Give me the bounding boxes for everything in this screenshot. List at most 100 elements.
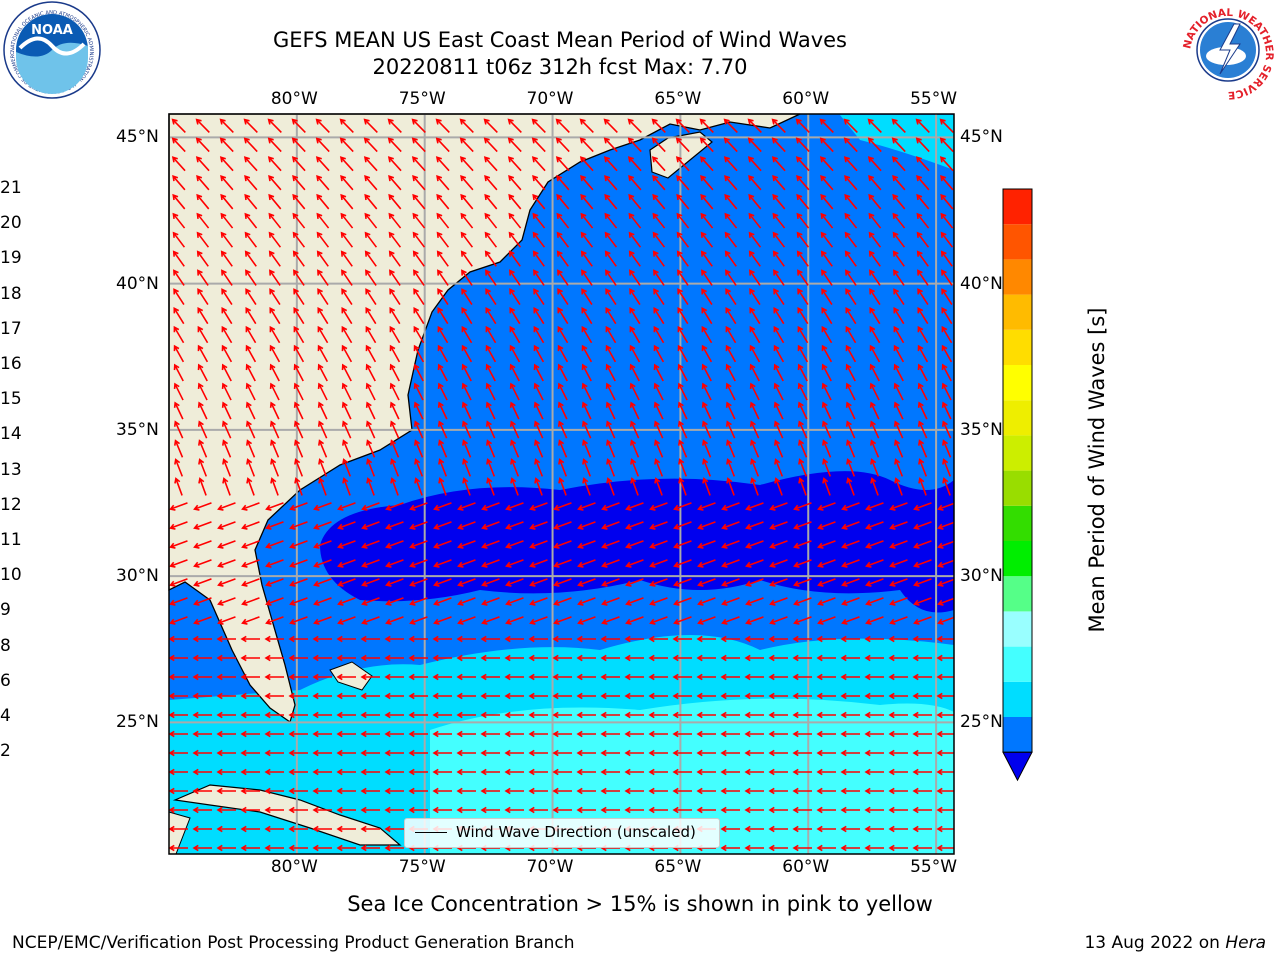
wave-direction-arrow xyxy=(937,521,954,530)
wave-direction-arrow xyxy=(169,559,188,568)
wave-direction-arrow xyxy=(413,288,425,305)
wave-direction-arrow xyxy=(912,806,932,814)
wave-direction-arrow xyxy=(916,250,929,267)
wave-direction-arrow xyxy=(749,382,760,401)
wave-direction-arrow xyxy=(629,307,641,325)
wave-direction-arrow xyxy=(485,382,496,401)
wave-direction-arrow xyxy=(412,212,426,229)
wave-direction-arrow xyxy=(553,616,572,625)
wave-direction-arrow xyxy=(485,288,497,305)
wave-direction-arrow xyxy=(435,156,450,172)
wave-direction-arrow xyxy=(360,787,380,795)
wave-direction-arrow xyxy=(912,844,932,852)
wave-direction-arrow xyxy=(793,578,812,587)
wave-direction-arrow xyxy=(216,654,236,662)
wave-direction-arrow xyxy=(192,806,212,814)
wave-direction-arrow xyxy=(461,401,472,420)
wave-direction-arrow xyxy=(744,635,764,643)
wave-direction-arrow xyxy=(893,307,905,325)
sea-ice-note: Sea Ice Concentration > 15% is shown in … xyxy=(347,892,933,916)
wave-direction-arrow xyxy=(173,344,185,363)
wave-direction-arrow xyxy=(864,654,884,662)
wave-direction-arrow xyxy=(553,521,572,530)
wave-direction-arrow xyxy=(293,420,304,439)
colorbar-segment xyxy=(1003,365,1032,401)
lon-tick-label-bottom: 80°W xyxy=(270,857,318,877)
wave-direction-arrow xyxy=(413,420,424,439)
wave-direction-arrow xyxy=(265,597,284,606)
wave-direction-arrow xyxy=(749,269,761,286)
wave-direction-arrow xyxy=(648,711,668,719)
wave-direction-arrow xyxy=(462,439,472,458)
wave-direction-arrow xyxy=(508,193,522,210)
wave-direction-arrow xyxy=(336,730,356,738)
wave-direction-arrow xyxy=(864,825,884,833)
wave-direction-arrow xyxy=(894,439,904,458)
wave-direction-arrow xyxy=(892,193,906,210)
wave-direction-arrow xyxy=(817,521,836,530)
wave-direction-arrow xyxy=(769,502,788,511)
wave-direction-arrow xyxy=(341,307,353,325)
wave-direction-arrow xyxy=(864,730,884,738)
wave-direction-arrow xyxy=(865,616,884,625)
wave-direction-arrow xyxy=(893,363,904,382)
wave-direction-arrow xyxy=(361,559,380,568)
wave-direction-arrow xyxy=(217,597,236,606)
wave-direction-arrow xyxy=(316,231,330,248)
wave-direction-arrow xyxy=(481,521,500,530)
wave-direction-arrow xyxy=(193,502,212,511)
wave-direction-arrow xyxy=(816,654,836,662)
wave-direction-arrow xyxy=(528,692,548,700)
wave-direction-arrow xyxy=(268,250,281,267)
wave-direction-arrow xyxy=(605,382,616,401)
wave-direction-arrow xyxy=(169,787,188,795)
noaa-text: NOAA xyxy=(31,23,73,38)
wave-direction-arrow xyxy=(840,654,860,662)
wave-direction-arrow xyxy=(432,749,452,757)
wave-direction-arrow xyxy=(648,654,668,662)
wave-direction-arrow xyxy=(605,269,617,286)
wave-direction-arrow xyxy=(625,540,644,549)
wave-direction-arrow xyxy=(701,382,712,401)
wave-direction-arrow xyxy=(197,307,209,325)
wave-direction-arrow xyxy=(435,137,450,153)
wave-direction-arrow xyxy=(844,193,858,210)
wave-direction-arrow xyxy=(604,193,618,210)
wave-direction-arrow xyxy=(867,118,882,133)
wave-direction-arrow xyxy=(341,420,352,439)
wave-direction-arrow xyxy=(337,502,356,511)
wave-direction-arrow xyxy=(556,193,570,210)
wave-direction-arrow xyxy=(936,749,954,757)
wave-direction-arrow xyxy=(288,749,308,757)
wave-direction-arrow xyxy=(576,806,596,814)
wave-direction-arrow xyxy=(555,118,570,133)
wave-direction-arrow xyxy=(457,559,476,568)
wave-direction-arrow xyxy=(480,768,500,776)
wave-direction-arrow xyxy=(436,231,450,248)
wave-direction-arrow xyxy=(720,844,740,852)
wave-direction-arrow xyxy=(894,458,904,477)
wave-direction-arrow xyxy=(171,137,186,153)
wave-direction-arrow xyxy=(384,692,404,700)
wave-direction-arrow xyxy=(193,521,212,530)
wave-direction-arrow xyxy=(676,231,690,248)
wave-direction-arrow xyxy=(600,711,620,719)
wave-direction-arrow xyxy=(699,156,714,172)
wave-direction-arrow xyxy=(289,559,308,568)
wave-direction-arrow xyxy=(264,673,284,681)
wave-direction-arrow xyxy=(240,768,260,776)
wave-direction-arrow xyxy=(845,382,856,401)
wave-direction-arrow xyxy=(221,363,232,382)
wave-direction-arrow xyxy=(504,787,524,795)
wave-direction-arrow xyxy=(265,616,284,625)
wave-direction-arrow xyxy=(819,118,834,133)
land-bahamas xyxy=(329,661,373,691)
wave-direction-arrow xyxy=(629,344,641,363)
wave-direction-arrow xyxy=(725,420,736,439)
map-frame xyxy=(168,113,955,855)
wave-direction-arrow xyxy=(577,521,596,530)
wave-direction-arrow xyxy=(245,307,257,325)
wave-direction-arrow xyxy=(173,307,185,325)
wave-direction-arrow xyxy=(604,175,618,191)
